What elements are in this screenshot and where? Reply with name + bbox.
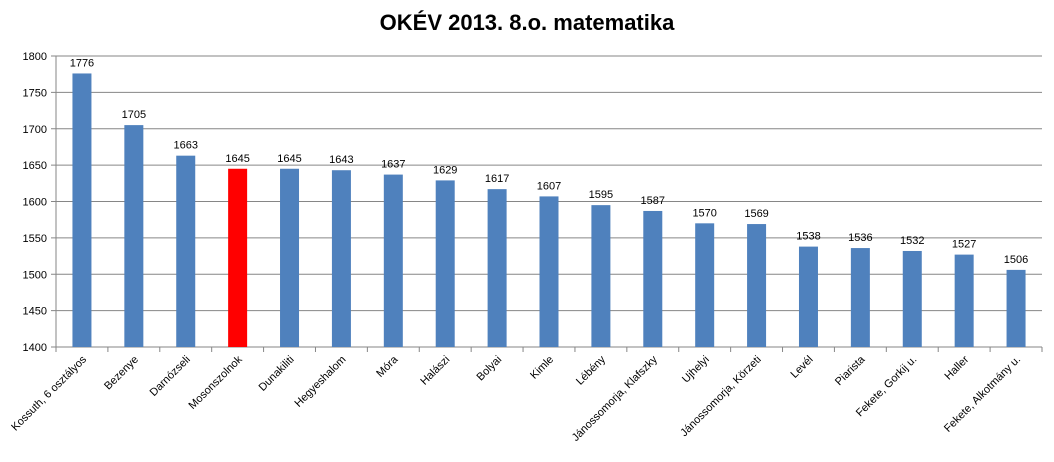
x-category-label: Lébény (574, 353, 608, 387)
x-category-label: Hegyeshalom (292, 354, 348, 410)
y-tick-label: 1600 (23, 197, 47, 209)
data-labels: 1776 1705 1663 1645 1645 1643 1637 1629 1617 1607… (70, 57, 1029, 265)
x-category-label: Piarista (833, 353, 868, 388)
x-category-label: Kossuth, 6 osztályos (9, 353, 89, 433)
x-category-label: Kimle (528, 354, 556, 382)
data-label: 1532 (900, 235, 924, 247)
data-label: 1595 (589, 189, 613, 201)
y-tick-labels: 1400 1450 1500 1550 1600 1650 1700 1750 1800 (23, 51, 47, 354)
bar (695, 223, 715, 347)
y-tick-label: 1400 (23, 342, 47, 354)
y-tick-label: 1800 (23, 51, 47, 63)
bar (798, 246, 818, 347)
data-label: 1536 (848, 232, 872, 244)
y-tick-label: 1750 (23, 87, 47, 99)
y-tick-label: 1700 (23, 124, 47, 136)
data-label: 1506 (1004, 254, 1028, 266)
bar (954, 254, 974, 347)
x-category-label: Haller (942, 353, 971, 382)
bar (383, 174, 403, 347)
data-label: 1587 (641, 195, 665, 207)
data-label: 1538 (796, 231, 820, 243)
data-label: 1569 (744, 208, 768, 220)
x-category-label: Dunakiliti (257, 354, 297, 394)
data-label: 1705 (122, 109, 146, 121)
bar (747, 224, 767, 347)
bar (176, 155, 196, 347)
chart-title: OKÉV 2013. 8.o. matematika (379, 10, 675, 35)
data-label: 1527 (952, 239, 976, 251)
x-category-label: Bolyai (475, 354, 505, 384)
x-category-label: Darnózseli (148, 354, 193, 399)
y-tick-label: 1650 (23, 160, 47, 172)
bar (435, 180, 455, 347)
category-labels: Kossuth, 6 osztályos Bezenye DarnózseliMos… (9, 353, 1023, 444)
x-category-label: Mosonszolnok (187, 353, 246, 412)
data-label: 1645 (277, 153, 301, 165)
bar (643, 210, 663, 347)
data-label: 1617 (485, 173, 509, 185)
data-label: 1643 (329, 154, 353, 166)
bar (850, 248, 870, 347)
bar (331, 170, 351, 347)
bar (124, 125, 144, 347)
bar (902, 250, 922, 347)
y-tick-label: 1450 (23, 306, 47, 318)
data-label: 1663 (173, 140, 197, 152)
bar (1006, 269, 1026, 347)
data-label: 1570 (692, 207, 716, 219)
bar (228, 168, 248, 347)
data-label: 1637 (381, 159, 405, 171)
x-category-label: Halászi (418, 354, 452, 388)
bar (487, 189, 507, 347)
y-tick-label: 1550 (23, 233, 47, 245)
y-tick-label: 1500 (23, 269, 47, 281)
x-category-label: Bezenye (102, 354, 141, 393)
data-label: 1645 (225, 153, 249, 165)
bar (72, 73, 92, 348)
x-category-label: Ujhelyi (680, 354, 712, 386)
data-label: 1607 (537, 180, 561, 192)
data-label: 1629 (433, 164, 457, 176)
x-category-label: Móra (374, 353, 401, 380)
x-category-label: Jánossomorja, Klafszky (570, 353, 661, 444)
bar (280, 168, 300, 347)
x-category-label: Levél (789, 354, 816, 381)
bars (72, 73, 1026, 348)
bar (539, 196, 559, 347)
bar (591, 205, 611, 347)
data-label: 1776 (70, 57, 94, 69)
